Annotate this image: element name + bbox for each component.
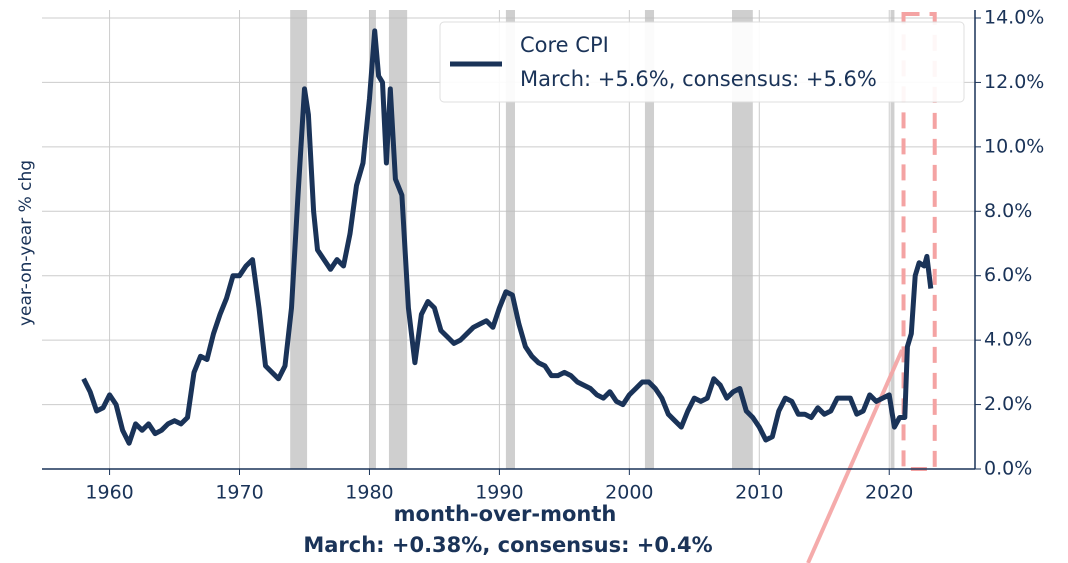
recession-band [644,10,655,469]
y-tick-label: 2.0% [984,393,1032,415]
y-tick-label: 0.0% [984,458,1032,480]
y-tick-label: 14.0% [984,7,1044,29]
legend-label: Core CPI [520,33,609,57]
recession-band [290,10,308,469]
x-tick-label: 1990 [475,482,523,504]
recession-band [732,10,753,469]
y-tick-label: 4.0% [984,329,1032,351]
y-tick-label: 6.0% [984,264,1032,286]
recession-band [505,10,515,469]
recession-band [369,10,376,469]
x-tick-label: 1970 [215,482,263,504]
x-tick-label: 1960 [85,482,133,504]
x-tick-label: 2000 [605,482,653,504]
y-tick-label: 12.0% [984,71,1044,93]
recession-band [890,10,895,469]
x-axis-label: month-over-month [394,502,617,526]
x-tick-label: 2020 [865,482,913,504]
y-axis-label: year-on-year % chg [16,160,36,326]
arrow [806,349,904,563]
annotation: March: +0.38%, consensus: +0.4% [303,533,712,557]
y-tick-label: 10.0% [984,135,1044,157]
x-tick-label: 2010 [735,482,783,504]
y-tick-label: 8.0% [984,200,1032,222]
legend-box [439,21,965,103]
line [81,28,934,446]
x-tick-label: 1980 [345,482,393,504]
legend-note: March: +5.6%, consensus: +5.6% [520,67,877,91]
